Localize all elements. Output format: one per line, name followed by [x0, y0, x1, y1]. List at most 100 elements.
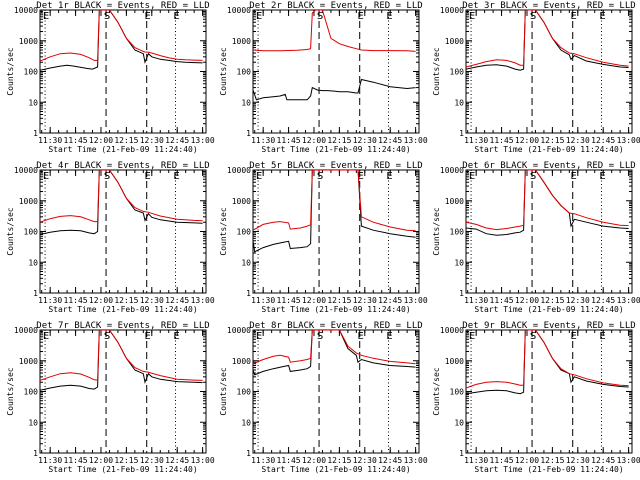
- y-tick-label: 10: [454, 418, 464, 427]
- x-tick-label: 12:00: [89, 456, 113, 465]
- y-tick-label: 1000: [232, 197, 251, 206]
- x-tick-label: 13:00: [617, 296, 640, 305]
- time-marker-label: E: [386, 11, 392, 22]
- series-events-line: [253, 170, 416, 253]
- plot-frame: [39, 329, 207, 454]
- y-axis-label: Counts/sec: [432, 207, 441, 255]
- x-tick-label: 11:45: [64, 456, 88, 465]
- time-marker-label: E: [469, 171, 475, 182]
- y-tick-label: 10: [454, 98, 464, 107]
- series-lld-line: [253, 170, 416, 232]
- time-marker-label: S: [317, 171, 323, 182]
- series-events-line: [466, 170, 629, 236]
- time-marker-label: E: [256, 331, 262, 342]
- x-tick-label: 12:00: [302, 456, 326, 465]
- chart-det-6r: Det 6r BLACK = Events, RED = LLD 1 10 100 10…: [432, 161, 640, 314]
- x-tick-label: 13:00: [617, 456, 640, 465]
- y-tick-label: 100: [237, 388, 252, 397]
- y-tick-label: 10000: [14, 166, 38, 175]
- x-tick-label: 12:45: [165, 296, 189, 305]
- x-tick-label: 12:15: [114, 296, 138, 305]
- x-tick-label: 12:00: [515, 296, 539, 305]
- x-axis-label: Start Time (21-Feb-09 11:24:40): [48, 465, 197, 474]
- x-tick-label: 12:00: [515, 136, 539, 145]
- series-events-line: [466, 10, 629, 71]
- x-tick-label: 12:45: [378, 136, 402, 145]
- series-lld-line: [40, 10, 203, 62]
- x-tick-label: 12:15: [540, 296, 564, 305]
- y-tick-label: 100: [450, 228, 465, 237]
- y-tick-label: 1000: [232, 37, 251, 46]
- plot-frame: [39, 9, 207, 134]
- time-marker-label: S: [530, 171, 536, 182]
- time-marker-label: E: [43, 331, 49, 342]
- time-marker-label: E: [173, 171, 179, 182]
- time-marker-label: E: [571, 11, 577, 22]
- series-events-line: [466, 330, 629, 395]
- x-tick-label: 12:30: [353, 296, 377, 305]
- x-tick-label: 12:30: [353, 456, 377, 465]
- y-tick-label: 100: [24, 388, 39, 397]
- chart-title: Det 2r BLACK = Events, RED = LLD: [249, 1, 422, 11]
- time-marker-label: S: [104, 171, 110, 182]
- x-tick-label: 12:30: [140, 296, 164, 305]
- x-tick-label: 12:15: [114, 456, 138, 465]
- y-axis-label: Counts/sec: [432, 367, 441, 415]
- chart-title: Det 5r BLACK = Events, RED = LLD: [249, 161, 422, 171]
- x-axis-label: Start Time (21-Feb-09 11:24:40): [261, 145, 410, 154]
- y-tick-label: 10: [454, 258, 464, 267]
- time-marker-label: E: [145, 11, 151, 22]
- time-marker-label: E: [469, 331, 475, 342]
- x-tick-label: 11:30: [38, 296, 62, 305]
- y-tick-label: 10: [28, 418, 38, 427]
- x-tick-label: 12:45: [591, 456, 615, 465]
- y-tick-label: 10: [241, 418, 251, 427]
- x-tick-label: 12:45: [591, 296, 615, 305]
- x-tick-label: 13:00: [191, 456, 215, 465]
- x-axis-label: Start Time (21-Feb-09 11:24:40): [261, 305, 410, 314]
- x-tick-label: 12:15: [540, 136, 564, 145]
- y-tick-label: 100: [450, 68, 465, 77]
- x-tick-label: 12:15: [327, 456, 351, 465]
- time-marker-label: E: [358, 331, 364, 342]
- x-tick-label: 12:30: [566, 296, 590, 305]
- x-tick-label: 12:00: [89, 136, 113, 145]
- x-tick-label: 12:45: [591, 136, 615, 145]
- chart-title: Det 8r BLACK = Events, RED = LLD: [249, 321, 422, 331]
- x-tick-label: 12:15: [327, 296, 351, 305]
- x-axis-label: Start Time (21-Feb-09 11:24:40): [474, 305, 623, 314]
- x-tick-label: 11:45: [64, 136, 88, 145]
- x-axis-label: Start Time (21-Feb-09 11:24:40): [474, 465, 623, 474]
- series-events-line: [253, 78, 416, 101]
- y-tick-label: 100: [24, 68, 39, 77]
- y-tick-label: 1000: [445, 357, 464, 366]
- x-tick-label: 11:45: [64, 296, 88, 305]
- series-lld-line: [40, 330, 203, 381]
- chart-det-8r: Det 8r BLACK = Events, RED = LLD 1 10 100 10…: [219, 321, 428, 474]
- x-tick-label: 13:00: [617, 136, 640, 145]
- y-tick-label: 1: [459, 449, 464, 458]
- time-marker-label: E: [173, 11, 179, 22]
- x-tick-label: 11:30: [38, 456, 62, 465]
- time-marker-label: E: [43, 171, 49, 182]
- x-tick-label: 12:45: [378, 456, 402, 465]
- y-tick-label: 1: [33, 129, 38, 138]
- x-tick-label: 12:15: [114, 136, 138, 145]
- plot-frame: [252, 169, 420, 294]
- x-tick-label: 12:00: [302, 296, 326, 305]
- x-tick-label: 11:30: [38, 136, 62, 145]
- x-tick-label: 13:00: [404, 456, 428, 465]
- y-tick-label: 10: [241, 98, 251, 107]
- x-tick-label: 11:30: [251, 136, 275, 145]
- x-axis-label: Start Time (21-Feb-09 11:24:40): [48, 145, 197, 154]
- y-tick-label: 10000: [14, 326, 38, 335]
- x-tick-label: 13:00: [191, 296, 215, 305]
- y-tick-label: 1: [33, 289, 38, 298]
- y-tick-label: 100: [24, 228, 39, 237]
- x-tick-label: 11:30: [251, 456, 275, 465]
- time-marker-label: E: [358, 171, 364, 182]
- x-tick-label: 11:45: [490, 456, 514, 465]
- y-tick-label: 100: [450, 388, 465, 397]
- x-tick-label: 12:45: [378, 296, 402, 305]
